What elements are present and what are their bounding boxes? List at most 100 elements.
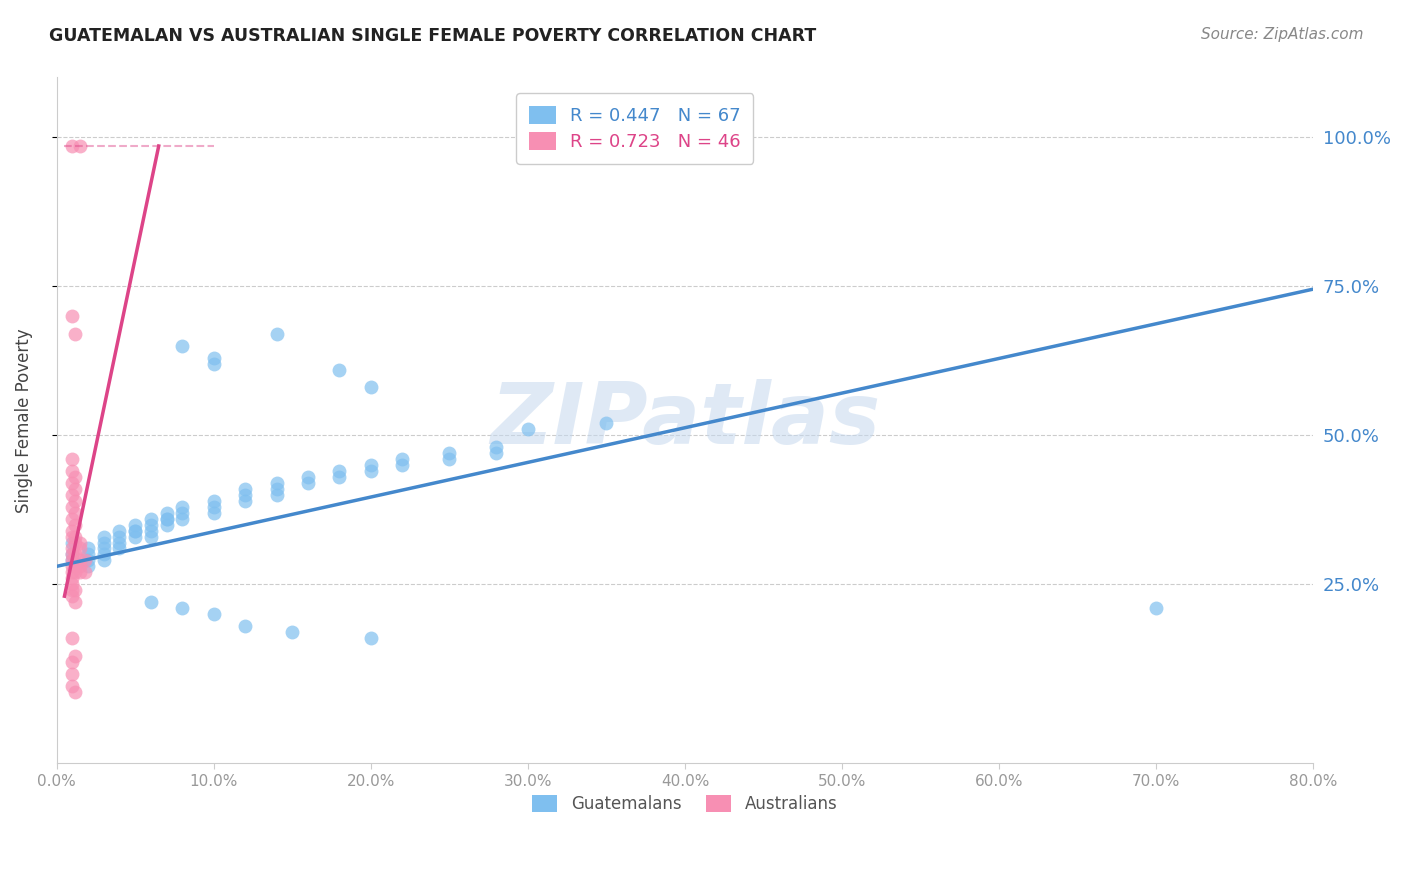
Point: [60, 553, 83, 567]
Point: [360, 464, 382, 478]
Point: [65, 326, 87, 341]
Point: [172, 500, 194, 514]
Point: [155, 506, 177, 520]
Point: [65, 482, 87, 496]
Point: [281, 624, 304, 639]
Point: [65, 684, 87, 698]
Point: [172, 339, 194, 353]
Point: [595, 417, 617, 431]
Point: [60, 309, 83, 323]
Point: [60, 464, 83, 478]
Point: [108, 541, 131, 556]
Point: [77, 541, 100, 556]
Point: [65, 517, 87, 532]
Point: [202, 506, 225, 520]
Point: [60, 475, 83, 490]
Point: [139, 511, 162, 525]
Point: [439, 452, 461, 467]
Point: [93, 535, 115, 549]
Point: [69, 535, 91, 549]
Point: [155, 511, 177, 525]
Point: [60, 488, 83, 502]
Point: [266, 326, 288, 341]
Point: [124, 524, 146, 538]
Point: [65, 548, 87, 562]
Point: [328, 362, 350, 376]
Point: [202, 493, 225, 508]
Point: [172, 511, 194, 525]
Point: [65, 566, 87, 580]
Point: [233, 488, 256, 502]
Point: [233, 482, 256, 496]
Point: [202, 351, 225, 365]
Point: [233, 493, 256, 508]
Point: [69, 559, 91, 574]
Point: [60, 571, 83, 585]
Text: ZIPatlas: ZIPatlas: [489, 379, 880, 462]
Point: [139, 524, 162, 538]
Point: [60, 511, 83, 525]
Point: [202, 500, 225, 514]
Point: [391, 458, 413, 472]
Point: [65, 530, 87, 544]
Point: [60, 535, 83, 549]
Point: [172, 506, 194, 520]
Point: [485, 440, 508, 454]
Point: [328, 464, 350, 478]
Point: [108, 524, 131, 538]
Point: [155, 517, 177, 532]
Point: [108, 535, 131, 549]
Point: [60, 541, 83, 556]
Point: [77, 553, 100, 567]
Point: [124, 517, 146, 532]
Point: [60, 655, 83, 669]
Point: [60, 589, 83, 603]
Point: [65, 535, 87, 549]
Point: [60, 566, 83, 580]
Point: [360, 458, 382, 472]
Point: [73, 566, 96, 580]
Point: [124, 530, 146, 544]
Point: [391, 452, 413, 467]
Point: [73, 553, 96, 567]
Point: [124, 524, 146, 538]
Point: [60, 530, 83, 544]
Text: GUATEMALAN VS AUSTRALIAN SINGLE FEMALE POVERTY CORRELATION CHART: GUATEMALAN VS AUSTRALIAN SINGLE FEMALE P…: [49, 27, 817, 45]
Point: [60, 583, 83, 598]
Point: [360, 380, 382, 394]
Point: [233, 619, 256, 633]
Point: [202, 607, 225, 621]
Point: [65, 506, 87, 520]
Point: [139, 517, 162, 532]
Point: [60, 631, 83, 645]
Point: [93, 541, 115, 556]
Point: [155, 511, 177, 525]
Point: [65, 595, 87, 609]
Point: [69, 139, 91, 153]
Point: [1144, 601, 1167, 615]
Point: [65, 493, 87, 508]
Point: [172, 601, 194, 615]
Point: [93, 530, 115, 544]
Point: [516, 422, 538, 436]
Point: [60, 666, 83, 681]
Point: [108, 530, 131, 544]
Point: [65, 583, 87, 598]
Y-axis label: Single Female Poverty: Single Female Poverty: [15, 328, 32, 513]
Legend: Guatemalans, Australians: Guatemalans, Australians: [523, 785, 848, 823]
Point: [65, 470, 87, 484]
Point: [60, 139, 83, 153]
Point: [60, 577, 83, 591]
Point: [60, 524, 83, 538]
Point: [77, 548, 100, 562]
Point: [60, 548, 83, 562]
Point: [266, 475, 288, 490]
Point: [328, 470, 350, 484]
Point: [485, 446, 508, 460]
Point: [139, 595, 162, 609]
Point: [60, 500, 83, 514]
Point: [93, 548, 115, 562]
Point: [60, 548, 83, 562]
Point: [69, 541, 91, 556]
Point: [60, 553, 83, 567]
